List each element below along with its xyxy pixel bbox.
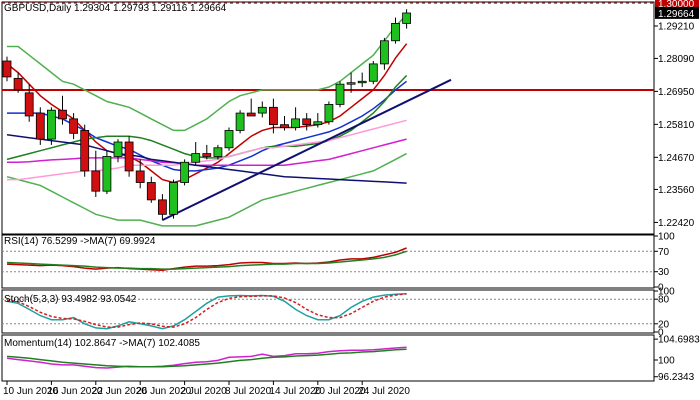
stoch-panel-header: Stoch(5,3,3) 93.4982 93.0542 [4,294,137,305]
price-axis-tick-label: 1.26950 [658,87,695,98]
time-axis-tick-label: 10 Jun 2020 [3,386,58,397]
resistance-price-marker: 1.30000 [655,0,699,10]
price-plot-area [2,2,654,227]
candle-up [391,23,400,42]
candle-up [191,153,201,163]
trendline [161,78,452,222]
candle-down [58,109,67,120]
rsi-axis-tick-label: 0 [658,283,664,294]
candle-up [113,141,123,157]
candle-up [102,156,112,192]
time-axis-tick-label: 22 Jun 2020 [92,386,147,397]
candle-down [268,106,278,126]
candle-up [402,12,412,24]
time-axis-tick-label: 14 Jul 2020 [269,386,321,397]
candle-down [69,118,78,134]
price-axis-tick-label: 1.29210 [658,22,695,33]
candle-up [235,112,245,131]
candle-down [24,92,34,117]
time-axis-tick-label: 26 Jun 2020 [136,386,191,397]
candle-up [257,106,267,114]
candle-down [246,112,256,117]
candle-down [280,124,289,128]
candle-down [91,170,101,192]
candle-down [146,182,156,201]
rsi-panel: 100 70 30 0 [1,232,675,294]
resistance-marker-bg [655,0,699,10]
stoch-series-2 [6,293,407,328]
moving-average-line-8 [6,134,407,184]
stoch-axis-tick-label: 100 [658,287,675,298]
candle-up [169,182,178,215]
stoch-axis-tick-label: 0 [658,328,664,339]
candle-up [357,80,367,84]
candle-down [124,141,134,172]
candle-up [368,63,378,82]
candle-up [291,118,301,128]
rsi-axis-tick-label: 70 [658,247,670,258]
candle-down [2,60,12,78]
candle-up [313,121,323,126]
stoch-axis-tick-label: 20 [658,319,670,330]
price-axis-tick-label: 1.28090 [658,54,695,65]
candle-up [180,161,190,183]
candle-down [157,199,167,215]
price-axis-tick-label: 1.25810 [658,120,695,131]
rsi-panel-header: RSI(14) 76.5299 ->MA(7) 69.9924 [4,236,156,247]
time-axis-tick-label: 16 Jun 2020 [47,386,102,397]
rsi-axis-tick-label: 100 [658,232,675,243]
momentum-panel: 104.6983 100 96.2343 [1,334,700,383]
candle-up [346,82,356,85]
resistance-marker-label: 1.30000 [658,0,695,10]
price-panel-header: GBPUSD,Daily 1.29304 1.29793 1.29116 1.2… [4,3,227,14]
price-axis-tick-label: 1.23560 [658,185,695,196]
momentum-axis-tick-label: 96.2343 [658,372,695,383]
candle-up [335,83,345,105]
time-axis-tick-label: 2 Jul 2020 [181,386,228,397]
price-axis-tick-label: 1.24670 [658,153,695,164]
candle-down [80,130,90,172]
time-axis-tick-label: 8 Jul 2020 [225,386,272,397]
time-axis-tick-label: 20 Jul 2020 [314,386,366,397]
momentum-frame [1,334,655,382]
stoch-frame [1,289,655,334]
momentum-axis-tick-label: 100 [658,356,675,367]
candle-up [224,130,234,149]
moving-average-line-6 [7,119,407,181]
moving-average-line-7 [7,138,407,166]
candle-down [302,118,312,126]
price-panel: 1.22420 1.23560 1.24670 1.25810 1.26950 1.280… [1,0,699,235]
candle-down [202,153,212,157]
current-price-marker: 1.29664 [655,6,699,20]
stoch-axis-tick-label: 80 [658,295,670,306]
momentum-series-1 [6,346,407,369]
candle-down [13,77,23,91]
candle-down [135,170,145,183]
candle-up [213,147,223,157]
momentum-series-2 [6,348,407,368]
rsi-series-1 [6,247,407,271]
rsi-series-2 [6,250,407,270]
time-axis-tick-label: 24 Jul 2020 [358,386,410,397]
momentum-axis-tick-label: 104.6983 [658,335,700,346]
candle-up [47,109,56,140]
rsi-axis-tick-label: 30 [658,267,670,278]
price-axis-tick-label: 1.22420 [658,218,695,229]
candle-down [35,112,45,140]
candle-up [379,40,389,65]
current-price-label: 1.29664 [658,9,695,20]
current-price-marker-bg [655,6,699,19]
stoch-series-1 [6,292,407,330]
momentum-panel-header: Momentum(14) 102.8647 ->MA(7) 102.4085 [4,338,200,349]
candle-up [324,104,334,123]
